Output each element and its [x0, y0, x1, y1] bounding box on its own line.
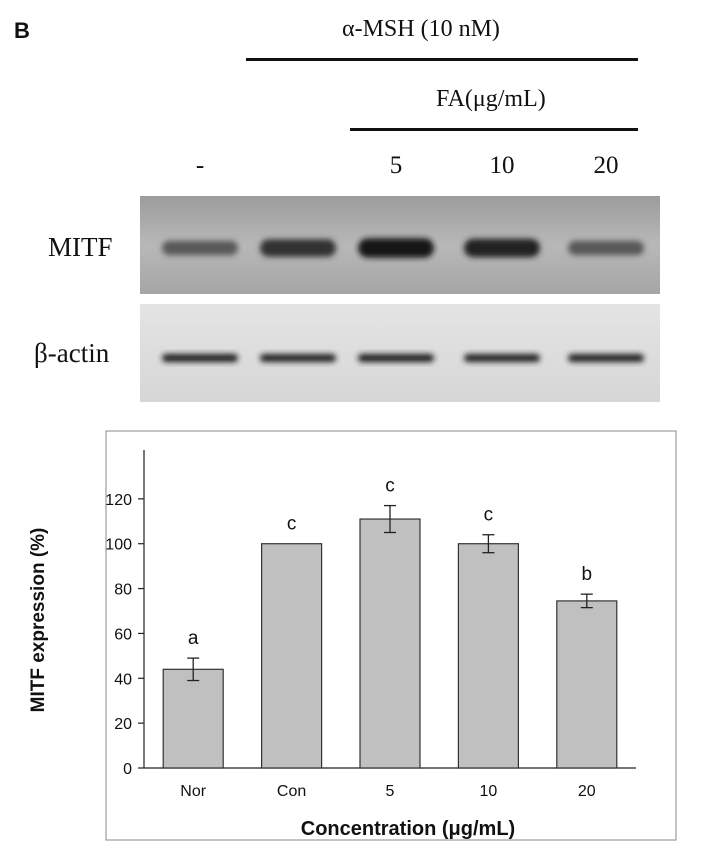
significance-label-10: c — [484, 505, 494, 526]
band-beta-actin-4 — [464, 354, 540, 362]
bar-10 — [457, 543, 519, 769]
band-beta-actin-5 — [568, 354, 644, 362]
lane-label-3: 5 — [389, 152, 403, 179]
alpha-msh-label: α-MSH (10 nM) — [342, 16, 500, 42]
y-tick-label-80: 80 — [114, 582, 132, 599]
panel-label: B — [14, 18, 30, 43]
significance-label-Nor: a — [188, 628, 199, 649]
band-beta-actin-2 — [260, 354, 336, 362]
bar-5 — [359, 518, 421, 769]
band-beta-actin-1 — [162, 354, 238, 362]
lane-label-4: 10 — [489, 152, 515, 179]
bar-20 — [556, 600, 618, 769]
y-tick-label-0: 0 — [123, 761, 132, 778]
significance-label-20: b — [582, 564, 593, 585]
bar-Con — [261, 543, 323, 769]
y-axis-label: MITF expression (%) — [28, 528, 49, 713]
lane-label-5: 20 — [593, 152, 619, 179]
significance-label-Con: c — [287, 514, 297, 535]
band-mitf-1 — [162, 240, 238, 256]
band-mitf-5 — [568, 240, 644, 256]
y-tick-label-100: 100 — [105, 537, 132, 554]
x-tick-label-10: 10 — [480, 783, 498, 800]
blot-label-mitf: MITF — [48, 232, 113, 262]
band-mitf-2 — [260, 239, 336, 257]
band-mitf-4 — [464, 238, 540, 258]
band-mitf-3 — [358, 238, 434, 258]
bands-beta-actin — [162, 354, 644, 362]
blot-strip-beta-actin — [140, 304, 660, 402]
western-blot — [140, 196, 660, 402]
bands-mitf — [162, 238, 644, 258]
y-tick-label-120: 120 — [105, 492, 132, 509]
blot-label-beta-actin: β-actin — [34, 338, 110, 368]
x-tick-label-Con: Con — [277, 783, 306, 800]
x-tick-label-Nor: Nor — [180, 783, 206, 800]
y-tick-label-20: 20 — [114, 716, 132, 733]
x-tick-label-20: 20 — [578, 783, 596, 800]
x-tick-label-5: 5 — [386, 783, 395, 800]
alpha-msh-rule — [246, 58, 638, 61]
x-axis-label: Concentration (μg/mL) — [301, 818, 515, 840]
lane-label-1: - — [195, 152, 205, 179]
band-beta-actin-3 — [358, 354, 434, 362]
y-tick-label-60: 60 — [114, 626, 132, 643]
fa-label: FA(μg/mL) — [436, 86, 546, 112]
chart-border — [105, 430, 677, 841]
y-tick-label-40: 40 — [114, 671, 132, 688]
bar-Nor — [162, 668, 224, 769]
fa-rule — [350, 128, 638, 131]
significance-label-5: c — [385, 476, 395, 497]
